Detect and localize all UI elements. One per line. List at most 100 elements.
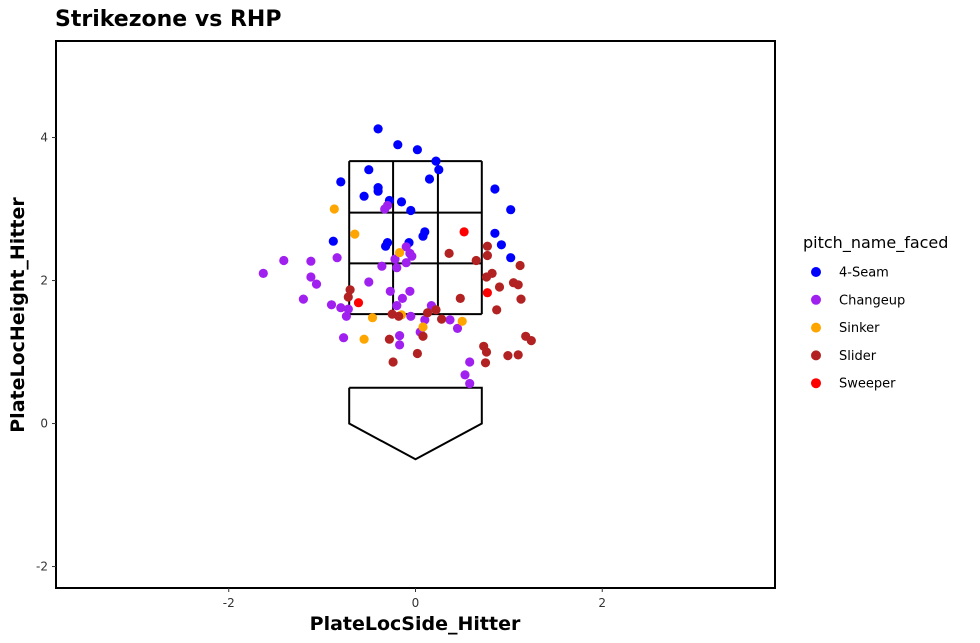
point-4-seam [373, 186, 383, 196]
point-changeup [385, 286, 395, 296]
point-sinker [418, 322, 428, 332]
point-slider [515, 260, 525, 271]
point-4-seam [406, 205, 416, 216]
x-axis-ticks: -2 0 2 [223, 588, 606, 610]
point-4-seam [424, 174, 435, 184]
point-changeup [395, 331, 405, 341]
point-slider [516, 294, 526, 304]
point-sweeper [482, 288, 492, 298]
point-slider [513, 350, 523, 360]
point-4-seam [431, 156, 441, 166]
home-plate [348, 386, 483, 461]
point-4-seam [434, 165, 444, 175]
point-slider [345, 285, 355, 295]
point-changeup [392, 263, 402, 273]
point-changeup [336, 303, 346, 313]
y-tick-label: 4 [40, 131, 48, 145]
point-changeup [397, 293, 407, 303]
point-slider [494, 282, 505, 292]
point-changeup [364, 277, 374, 287]
point-changeup [306, 256, 316, 266]
point-slider [423, 308, 433, 318]
point-slider [455, 293, 465, 303]
point-slider [481, 347, 492, 357]
point-changeup [405, 286, 415, 296]
point-4-seam [506, 253, 516, 263]
legend-key [811, 378, 821, 389]
point-changeup [343, 304, 353, 314]
point-sinker [359, 334, 369, 344]
point-changeup [395, 340, 405, 350]
legend-key [811, 322, 821, 333]
point-slider [343, 292, 353, 302]
legend-label: 4-Seam [839, 266, 889, 281]
legend-label: Changeup [839, 293, 905, 308]
point-changeup [407, 251, 417, 261]
point-changeup [406, 311, 416, 321]
point-slider [437, 314, 447, 324]
point-changeup [306, 272, 316, 282]
point-slider [482, 241, 492, 251]
legend-items: 4-Seam Changeup Sinker Slider Sweeper [811, 266, 905, 392]
chart-title: Strikezone vs RHP [55, 7, 281, 32]
legend-key [811, 294, 821, 305]
legend-label: Slider [839, 349, 877, 364]
point-slider [394, 311, 404, 321]
legend-key [811, 267, 821, 277]
point-slider [384, 334, 394, 344]
point-changeup [420, 315, 430, 325]
x-tick-label: -2 [223, 596, 235, 610]
point-changeup [392, 301, 402, 311]
legend: pitch_name_faced 4-Seam Changeup Sinker Sli… [803, 233, 948, 392]
point-4-seam [412, 145, 422, 155]
x-axis-title: PlateLocSide_Hitter [310, 613, 521, 635]
point-4-seam [490, 184, 500, 194]
point-4-seam [373, 124, 383, 134]
point-slider [471, 255, 481, 266]
point-changeup [460, 370, 470, 380]
point-sinker [395, 248, 405, 258]
point-4-seam [418, 231, 428, 241]
point-sweeper [459, 227, 469, 237]
point-changeup [258, 268, 268, 278]
y-tick-label: 2 [40, 274, 48, 288]
point-changeup [279, 255, 289, 266]
point-changeup [465, 378, 475, 389]
point-changeup [341, 311, 351, 321]
point-sweeper [353, 298, 364, 308]
x-tick-label: 0 [412, 596, 420, 610]
point-changeup [445, 315, 455, 325]
point-slider [482, 250, 492, 261]
point-sinker [350, 229, 360, 239]
point-slider [444, 248, 454, 258]
legend-label: Sinker [839, 321, 880, 336]
point-slider [503, 351, 513, 361]
point-4-seam [396, 197, 407, 207]
point-changeup [311, 279, 322, 289]
point-slider [513, 280, 523, 290]
point-slider [412, 348, 422, 359]
point-slider [480, 358, 491, 368]
point-4-seam [496, 240, 506, 250]
point-changeup [380, 204, 390, 214]
point-slider [388, 357, 398, 367]
y-tick-label: -2 [36, 560, 48, 574]
point-changeup [332, 253, 342, 263]
x-tick-label: 2 [598, 596, 606, 610]
y-tick-label: 0 [40, 417, 48, 431]
point-slider [418, 331, 428, 341]
point-changeup [339, 333, 349, 343]
point-4-seam [364, 165, 374, 175]
point-changeup [390, 254, 400, 264]
point-slider [492, 305, 502, 315]
point-4-seam [393, 140, 403, 150]
point-slider [431, 305, 441, 315]
point-changeup [452, 323, 463, 333]
point-slider [481, 272, 492, 282]
point-4-seam [381, 241, 391, 251]
point-4-seam [328, 236, 338, 246]
y-axis-title: PlateLocHeight_Hitter [7, 197, 29, 433]
point-sinker [329, 204, 339, 214]
legend-label: Sweeper [839, 377, 896, 392]
